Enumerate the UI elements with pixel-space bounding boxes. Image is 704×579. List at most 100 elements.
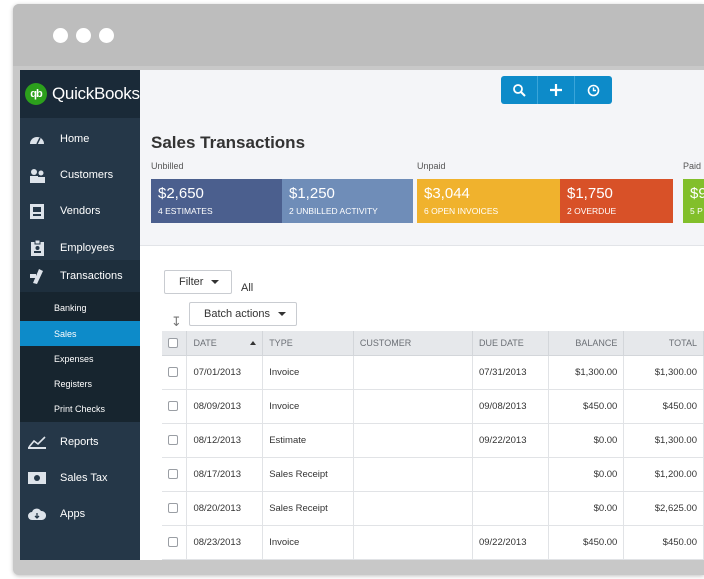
search-button[interactable] (501, 76, 538, 104)
row-checkbox[interactable] (168, 434, 178, 445)
table-row[interactable]: 08/23/2013 Invoice 09/22/2013 $450.00 $4… (162, 525, 704, 560)
table-row[interactable]: 08/20/2013 Sales Receipt $0.00 $2,625.00 (162, 491, 704, 526)
row-checkbox[interactable] (168, 400, 178, 411)
batch-actions-button[interactable]: Batch actions (189, 302, 297, 326)
card-open-invoices[interactable]: $3,044 6 OPEN INVOICES (417, 179, 560, 223)
row-checkbox[interactable] (168, 366, 178, 377)
cell-type: Estimate (262, 423, 354, 458)
window-dot-1[interactable] (53, 28, 68, 43)
brand-logo[interactable]: qb QuickBooks (20, 70, 140, 118)
table-row[interactable]: 07/01/2013 Invoice 07/31/2013 $1,300.00 … (162, 355, 704, 390)
cell-balance: $450.00 (548, 525, 625, 560)
batch-actions-label: Batch actions (204, 308, 271, 320)
cell-type: Invoice (262, 355, 354, 390)
quickbooks-app: qb QuickBooks Home Customers Vendors (20, 70, 704, 560)
row-checkbox[interactable] (168, 536, 178, 547)
sidebar-item-sales-tax[interactable]: Sales Tax (20, 460, 140, 496)
sidebar-item-employees[interactable]: Employees (20, 230, 140, 266)
select-all-cell[interactable] (162, 331, 188, 356)
cell-date: 08/09/2013 (186, 389, 264, 424)
cell-customer (353, 355, 473, 390)
column-header-date[interactable]: DATE (186, 331, 264, 356)
sidebar-item-label: Reports (60, 436, 99, 448)
cell-total: $1,300.00 (623, 423, 704, 458)
cell-type: Invoice (262, 389, 354, 424)
sidebar-item-customers[interactable]: Customers (20, 157, 140, 193)
cell-total: $2,625.00 (623, 491, 704, 526)
card-label: 2 UNBILLED ACTIVITY (289, 206, 378, 216)
card-amount: $3,044 (424, 185, 470, 202)
cell-type: Sales Receipt (262, 491, 354, 526)
row-checkbox[interactable] (168, 468, 178, 479)
card-amount: $1,750 (567, 185, 613, 202)
filter-button[interactable]: Filter (164, 270, 232, 294)
cell-balance: $450.00 (548, 389, 625, 424)
sidebar-subitem-sales[interactable]: Sales (20, 321, 140, 346)
main-content: Sales Transactions Unbilled Unpaid Paid … (140, 70, 704, 560)
column-header-due-date[interactable]: DUE DATE (472, 331, 549, 356)
card-amount: $9 (690, 185, 704, 202)
sidebar-item-label: Vendors (60, 205, 101, 217)
sort-arrow-icon[interactable]: ↧ (171, 314, 182, 329)
card-label: 4 ESTIMATES (158, 206, 213, 216)
sidebar: qb QuickBooks Home Customers Vendors (20, 70, 140, 560)
sidebar-item-transactions[interactable]: Transactions (20, 260, 140, 292)
search-icon (512, 83, 526, 97)
cell-due-date (472, 457, 549, 492)
browser-window: qb QuickBooks Home Customers Vendors (13, 4, 704, 575)
cell-customer (353, 423, 473, 458)
cell-balance: $0.00 (548, 423, 625, 458)
column-header-type[interactable]: TYPE (262, 331, 354, 356)
cell-date: 08/23/2013 (186, 525, 264, 560)
sidebar-subitem-print-checks[interactable]: Print Checks (54, 403, 106, 414)
recent-button[interactable] (575, 76, 612, 104)
select-all-checkbox[interactable] (168, 338, 178, 349)
card-unbilled-activity[interactable]: $1,250 2 UNBILLED ACTIVITY (282, 179, 413, 223)
row-checkbox[interactable] (168, 502, 178, 513)
cell-date: 07/01/2013 (186, 355, 264, 390)
sidebar-subitem-banking[interactable]: Banking (54, 302, 87, 313)
card-estimates[interactable]: $2,650 4 ESTIMATES (151, 179, 282, 223)
window-dot-3[interactable] (99, 28, 114, 43)
cell-due-date: 07/31/2013 (472, 355, 549, 390)
column-header-total[interactable]: TOTAL (623, 331, 704, 356)
vendor-icon (28, 203, 46, 219)
cell-total: $450.00 (623, 525, 704, 560)
table-row[interactable]: 08/09/2013 Invoice 09/08/2013 $450.00 $4… (162, 389, 704, 424)
sidebar-item-label: Sales Tax (60, 472, 108, 484)
top-toolbar (501, 76, 612, 104)
cell-due-date: 09/08/2013 (472, 389, 549, 424)
transactions-subnav: Banking Sales Expenses Registers Print C… (20, 292, 140, 422)
sidebar-item-home[interactable]: Home (20, 121, 140, 157)
cell-due-date: 09/22/2013 (472, 423, 549, 458)
sidebar-subitem-expenses[interactable]: Expenses (54, 353, 94, 364)
chevron-down-icon (211, 280, 220, 284)
brand-name: QuickBooks (52, 84, 140, 103)
cell-date: 08/12/2013 (186, 423, 264, 458)
window-titlebar (13, 4, 704, 66)
sidebar-item-apps[interactable]: Apps (20, 496, 140, 532)
column-header-customer[interactable]: CUSTOMER (353, 331, 473, 356)
qb-logo-icon: qb (25, 83, 47, 105)
cell-due-date (472, 491, 549, 526)
create-button[interactable] (538, 76, 575, 104)
sidebar-subitem-registers[interactable]: Registers (54, 378, 93, 389)
card-overdue[interactable]: $1,750 2 OVERDUE (560, 179, 673, 223)
sidebar-item-label: Customers (60, 169, 114, 181)
table-header-row: DATE TYPE CUSTOMER DUE DATE BALANCE TOTA… (162, 331, 704, 356)
card-label: 5 P (690, 206, 703, 216)
chevron-down-icon (278, 312, 287, 316)
sidebar-item-label: Apps (60, 508, 86, 520)
chart-icon (28, 434, 46, 450)
sidebar-item-vendors[interactable]: Vendors (20, 193, 140, 229)
cloud-icon (28, 506, 46, 522)
gauge-icon (28, 131, 46, 147)
card-paid[interactable]: $9 5 P (683, 179, 704, 223)
transactions-table: DATE TYPE CUSTOMER DUE DATE BALANCE TOTA… (162, 331, 704, 560)
table-row[interactable]: 08/17/2013 Sales Receipt $0.00 $1,200.00 (162, 457, 704, 492)
window-dot-2[interactable] (76, 28, 91, 43)
cell-type: Invoice (262, 525, 354, 560)
sidebar-item-reports[interactable]: Reports (20, 424, 140, 460)
column-header-balance[interactable]: BALANCE (548, 331, 625, 356)
table-row[interactable]: 08/12/2013 Estimate 09/22/2013 $0.00 $1,… (162, 423, 704, 458)
